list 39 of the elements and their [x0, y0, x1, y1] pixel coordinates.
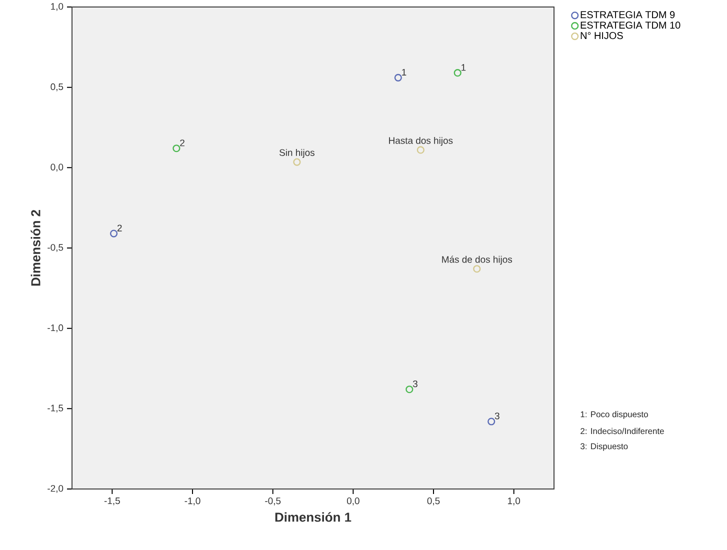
x-tick-label: 0,0: [346, 498, 360, 506]
annotation: 1: [462, 64, 466, 71]
x-tick-label: -1,0: [184, 498, 200, 506]
y-tick-label: -1,5: [48, 404, 64, 413]
annotation: 2: [180, 140, 184, 146]
point: [454, 69, 462, 77]
y-tick-label: -2,0: [48, 485, 64, 493]
legend-label: ESTRATEGIA TDM 10: [580, 22, 680, 29]
point: [406, 386, 414, 394]
point: [488, 418, 496, 426]
legend-label: ESTRATEGIA TDM 9: [580, 11, 675, 18]
annotation: 2: [117, 224, 122, 232]
y-axis-title: Dimensión 2: [30, 210, 40, 286]
x-axis-title: Dimensión 1: [275, 512, 352, 522]
x-tick-label: -0,5: [265, 498, 281, 506]
annotation: Sin hijos: [279, 149, 314, 158]
annotation: Hasta dos hijos: [389, 136, 453, 146]
text: 3: Dispuesto: [580, 443, 628, 451]
text: 2: Indeciso/Indiferente: [580, 428, 664, 434]
x-tick-label: 1,0: [508, 498, 520, 506]
point: [293, 158, 301, 166]
legend-label: N° HIJOS: [580, 32, 623, 40]
annotation: 3: [494, 412, 500, 420]
y-tick-label: -0,5: [48, 244, 64, 252]
x-tick-label: 0,5: [427, 498, 440, 506]
y-tick-label: 0,5: [50, 83, 64, 92]
annotation: 1: [402, 68, 406, 76]
y-tick-label: -1,0: [48, 324, 64, 332]
point: [172, 144, 180, 152]
point: [416, 146, 424, 154]
point: [394, 74, 402, 82]
y-tick-label: 1,0: [51, 3, 64, 11]
x-tick-label: -1,5: [104, 498, 120, 506]
point: [473, 265, 481, 273]
text: 1: Poco dispuesto: [580, 411, 648, 419]
annotation: Más de dos hijos: [442, 256, 512, 265]
point: [110, 230, 118, 238]
annotation: 3: [412, 380, 418, 388]
y-tick-label: 0,0: [50, 164, 64, 172]
